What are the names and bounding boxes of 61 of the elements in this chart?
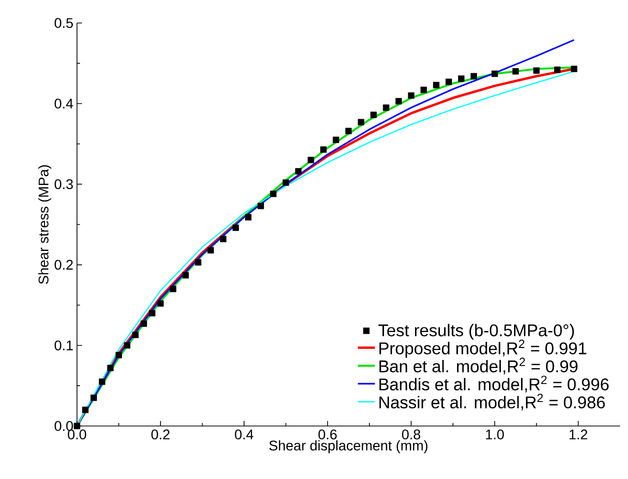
point	[382, 104, 390, 111]
legend-label: Test results (b-0.5MPa-0°)	[378, 324, 574, 340]
y-tick-label: 0.3	[54, 179, 73, 190]
point	[124, 342, 130, 349]
y-tick-label: 0.0	[54, 421, 73, 431]
point	[90, 394, 97, 401]
x-tick-label: 1.0	[486, 430, 504, 440]
x-tick-label: 0.2	[151, 430, 170, 440]
x-tick-label: 1.2	[570, 430, 588, 440]
point	[308, 156, 314, 164]
point	[295, 168, 302, 174]
y-axis-title: Shear stress (MPa)	[38, 165, 52, 284]
point	[458, 75, 464, 82]
point	[370, 112, 377, 118]
point	[320, 146, 327, 153]
point	[220, 236, 226, 242]
legend-label: Nassir et al. model,R$^{2}$ = 0.986	[379, 394, 605, 410]
point	[492, 70, 498, 77]
point	[433, 82, 440, 88]
point	[82, 406, 89, 414]
point	[148, 310, 156, 316]
point	[533, 67, 540, 74]
legend-label: Bandis et al. model,R$^{2}$ = 0.996	[379, 376, 609, 392]
point	[420, 86, 427, 94]
point	[570, 66, 578, 72]
legend-label: Proposed model,R$^{2}$ = 0.991	[379, 340, 586, 358]
point	[408, 92, 414, 99]
point	[470, 73, 477, 80]
legend-label: Ban et al. model,R$^{2}$ = 0.99	[379, 358, 578, 374]
x-tick-label: 0.4	[234, 430, 254, 440]
point	[116, 352, 122, 358]
y-tick-label: 0.2	[54, 260, 73, 270]
point	[512, 68, 519, 75]
point	[74, 422, 80, 430]
point	[282, 179, 290, 186]
y-tick-label: 0.1	[54, 340, 73, 350]
point	[98, 378, 106, 385]
x-tick-label: 0.0	[68, 430, 86, 440]
point	[132, 332, 139, 338]
point	[232, 224, 239, 231]
point	[332, 136, 340, 144]
point	[395, 98, 402, 104]
point	[157, 300, 164, 307]
point	[245, 214, 252, 220]
point	[170, 286, 176, 292]
point	[182, 272, 189, 278]
point	[258, 202, 264, 210]
point	[140, 320, 148, 327]
x-tick-label: 0.6	[318, 430, 337, 440]
point	[207, 247, 214, 254]
point	[446, 78, 452, 86]
point	[194, 259, 202, 266]
point	[345, 128, 352, 134]
y-tick-label: 0.4	[54, 98, 74, 109]
point	[107, 364, 114, 372]
point	[270, 190, 277, 198]
point	[554, 66, 561, 73]
y-tick-label: 0.5	[54, 18, 73, 28]
x-axis-title: Shear displacement (mm)	[269, 440, 428, 454]
point	[358, 118, 364, 126]
x-tick-label: 0.8	[402, 430, 420, 440]
